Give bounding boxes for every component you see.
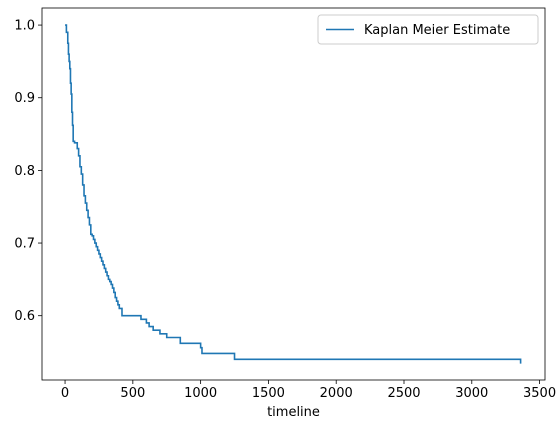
y-tick-label: 0.7 <box>14 237 35 252</box>
y-tick-label: 0.6 <box>14 309 35 324</box>
x-tick-label: 3000 <box>455 386 488 401</box>
x-axis-label: timeline <box>267 405 320 420</box>
x-tick-label: 500 <box>120 386 145 401</box>
y-tick-label: 0.8 <box>14 164 35 179</box>
y-tick-label: 1.0 <box>14 19 35 34</box>
x-tick-label: 0 <box>61 386 69 401</box>
x-tick-label: 2500 <box>387 386 420 401</box>
legend-entry-kaplan-meier: Kaplan Meier Estimate <box>364 23 510 38</box>
x-tick-label: 1000 <box>184 386 217 401</box>
x-tick-label: 1500 <box>252 386 285 401</box>
legend: Kaplan Meier Estimate <box>318 15 538 44</box>
y-tick-label: 0.9 <box>14 91 35 106</box>
x-tick-label: 2000 <box>320 386 353 401</box>
x-tick-label: 3500 <box>523 386 556 401</box>
